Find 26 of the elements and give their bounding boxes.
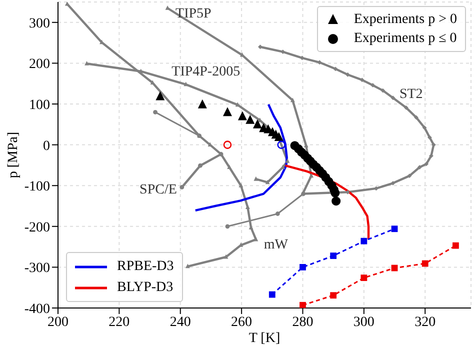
x-tick-label: 240 xyxy=(170,314,191,330)
series-label: mW xyxy=(264,238,289,253)
y-tick-label: -300 xyxy=(24,261,50,276)
series-label: ST2 xyxy=(399,86,423,102)
x-tick-label: 280 xyxy=(292,314,314,330)
x-tick-label: 260 xyxy=(231,314,252,330)
y-tick-label: 200 xyxy=(29,57,50,72)
x-tick-label: 200 xyxy=(48,314,68,330)
y-tick-label: 0 xyxy=(43,138,50,154)
y-tick-label: -200 xyxy=(24,220,50,236)
y-axis-title: p [MPa] xyxy=(6,132,21,178)
x-axis-title: T [K] xyxy=(248,331,280,346)
y-tick-label: 100 xyxy=(29,98,50,113)
x-tick-label: 320 xyxy=(414,314,436,330)
x-tick-label: 220 xyxy=(108,314,130,330)
legend-label: RPBE-D3 xyxy=(117,258,174,276)
legend-label: BLYP-D3 xyxy=(117,279,174,297)
series-label: SPC/E xyxy=(140,182,177,198)
series-label: TIP5P xyxy=(176,6,212,22)
legend-label: Experiments p ≤ 0 xyxy=(354,30,457,48)
y-tick-label: -100 xyxy=(24,180,50,195)
series-label: TIP4P-2005 xyxy=(172,64,240,80)
x-tick-label: 300 xyxy=(353,314,374,330)
y-tick-label: 300 xyxy=(29,16,50,32)
legend-label: Experiments p > 0 xyxy=(354,11,457,29)
y-tick-label: -400 xyxy=(24,302,50,317)
